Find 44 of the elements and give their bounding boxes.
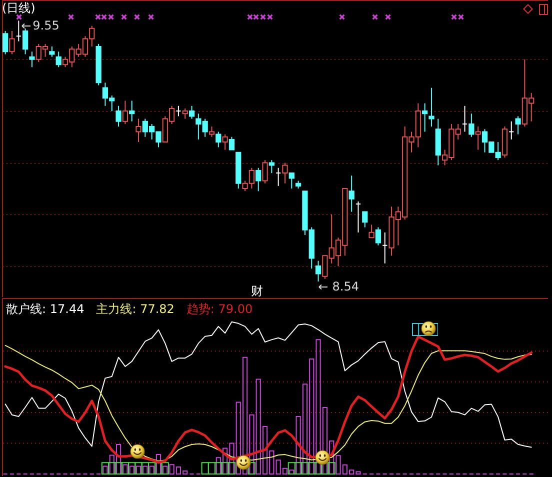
candlestick [368, 224, 374, 238]
candlestick [188, 105, 195, 120]
candlestick [282, 162, 288, 184]
candlestick [515, 116, 521, 135]
candlestick [256, 167, 262, 192]
candlestick [2, 30, 8, 55]
candlestick [362, 211, 368, 228]
annotation: 8.54 [332, 280, 359, 294]
candlestick [216, 131, 222, 148]
candlestick [182, 108, 188, 120]
annotation: 9.55 [32, 18, 60, 33]
candlestick [348, 175, 354, 212]
candlestick [315, 260, 322, 282]
candlestick [16, 20, 22, 42]
annotation: 财 [250, 284, 263, 298]
candlestick [122, 100, 128, 124]
candlestick [422, 102, 428, 132]
candlestick [29, 51, 35, 68]
candlestick [129, 100, 135, 122]
candlestick [56, 51, 62, 68]
candlestick [268, 160, 274, 174]
candlestick [468, 113, 474, 138]
candlestick [228, 136, 235, 150]
candlestick [375, 226, 382, 246]
candlestick [288, 172, 294, 190]
text: 主力线: 77.82 [96, 302, 174, 316]
candlestick [462, 105, 468, 132]
candlestick [176, 105, 182, 117]
candlestick [9, 30, 15, 55]
candlestick [136, 118, 142, 143]
candlestick [222, 134, 228, 150]
candlestick [208, 126, 215, 138]
candlestick [262, 160, 268, 184]
candlestick [382, 232, 388, 264]
text: 散户线: 17.44 [6, 302, 84, 316]
candlestick [428, 87, 434, 128]
text: 趋势: 79.00 [186, 302, 253, 316]
candlestick [355, 200, 362, 233]
candlestick [276, 167, 282, 186]
candlestick [116, 105, 122, 128]
candlestick [475, 126, 481, 150]
candlestick [49, 46, 55, 58]
chart-title: (日线) [2, 1, 36, 15]
candlestick [508, 120, 514, 140]
